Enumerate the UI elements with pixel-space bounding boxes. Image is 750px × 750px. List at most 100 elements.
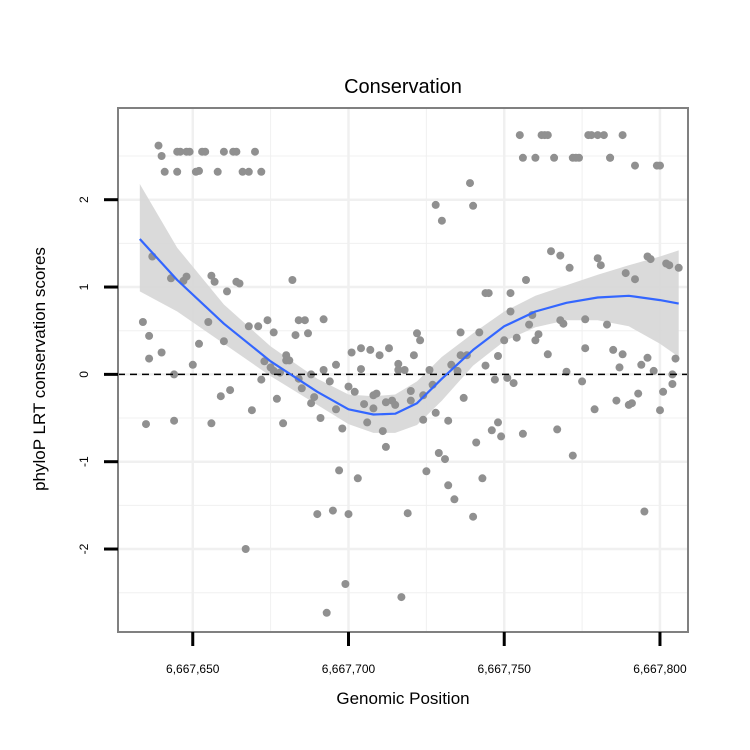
data-point: [350, 387, 359, 396]
data-point: [469, 201, 478, 210]
data-point: [328, 506, 337, 515]
data-point: [201, 147, 210, 156]
data-point: [575, 153, 583, 162]
data-point: [481, 361, 490, 370]
data-point: [232, 147, 241, 156]
data-point: [627, 399, 636, 408]
data-point: [357, 365, 365, 374]
data-point: [668, 380, 677, 388]
data-point: [154, 141, 163, 150]
chart-title: Conservation: [344, 76, 462, 98]
data-point: [397, 593, 406, 602]
data-point: [437, 216, 446, 225]
data-point: [649, 366, 658, 375]
y-tick-label: 2: [77, 196, 91, 203]
data-point: [406, 387, 415, 395]
data-point: [547, 247, 555, 256]
data-point: [219, 337, 228, 346]
data-point: [444, 416, 453, 425]
data-point: [238, 167, 247, 176]
y-tick-label: -1: [77, 456, 91, 467]
data-point: [247, 406, 256, 415]
data-point: [419, 391, 428, 400]
data-point: [612, 396, 621, 405]
data-point: [634, 389, 643, 398]
data-point: [347, 348, 356, 357]
data-point: [425, 366, 434, 374]
data-point: [656, 161, 664, 170]
data-point: [431, 408, 440, 417]
data-point: [422, 467, 431, 476]
data-point: [553, 425, 562, 434]
data-point: [219, 147, 228, 156]
data-point: [344, 510, 353, 519]
x-tick-label: 6,667,800: [633, 662, 687, 676]
data-point: [216, 392, 225, 401]
data-point: [631, 161, 639, 170]
data-point: [671, 354, 680, 363]
data-point: [565, 263, 574, 272]
data-point: [145, 331, 154, 340]
data-point: [621, 269, 630, 278]
data-point: [288, 276, 297, 284]
data-point: [618, 131, 627, 140]
data-point: [142, 420, 150, 429]
data-point: [637, 360, 646, 369]
data-point: [366, 345, 375, 354]
data-point: [640, 507, 649, 516]
data-point: [459, 393, 468, 402]
data-point: [590, 405, 599, 414]
y-tick-label: 1: [77, 283, 91, 290]
data-point: [531, 336, 540, 345]
data-point: [515, 131, 524, 140]
data-point: [244, 167, 253, 176]
data-point: [531, 153, 540, 162]
data-point: [188, 360, 197, 369]
data-point: [145, 354, 154, 363]
data-point: [207, 271, 216, 280]
data-point: [313, 510, 322, 519]
panel-border: [117, 107, 689, 633]
data-point: [170, 416, 179, 425]
data-point: [581, 315, 590, 324]
data-point: [506, 307, 515, 316]
data-points: [138, 131, 683, 617]
plot-panel: [117, 107, 689, 633]
data-point: [138, 318, 147, 326]
x-tick-label: 6,667,750: [478, 662, 532, 676]
data-point: [484, 289, 493, 298]
data-point: [357, 344, 365, 353]
data-point: [385, 344, 393, 353]
data-point: [341, 580, 350, 588]
data-point: [494, 352, 502, 360]
data-point: [606, 153, 615, 162]
data-point: [599, 131, 608, 140]
data-point: [322, 608, 331, 617]
data-point: [319, 315, 328, 324]
data-point: [381, 398, 390, 407]
data-point: [251, 147, 259, 156]
data-point: [353, 474, 362, 483]
data-point: [568, 451, 577, 460]
data-point: [300, 316, 309, 325]
data-point: [241, 545, 250, 553]
data-point: [232, 277, 241, 286]
x-tick-label: 6,667,700: [322, 662, 376, 676]
y-axis: -2 -1 0 1 2: [77, 196, 118, 554]
data-point: [518, 429, 527, 438]
data-point: [646, 255, 655, 264]
data-point: [609, 345, 618, 354]
data-point: [518, 153, 527, 162]
data-point: [391, 400, 400, 409]
data-point: [475, 328, 484, 337]
data-point: [204, 318, 213, 326]
data-point: [587, 131, 596, 140]
data-point: [291, 331, 300, 340]
data-point: [434, 449, 443, 457]
x-axis: 6,667,650 6,667,700 6,667,750 6,667,800: [166, 632, 687, 676]
data-point: [581, 344, 590, 353]
data-point: [656, 406, 664, 415]
data-point: [160, 167, 169, 176]
data-point: [157, 348, 166, 357]
